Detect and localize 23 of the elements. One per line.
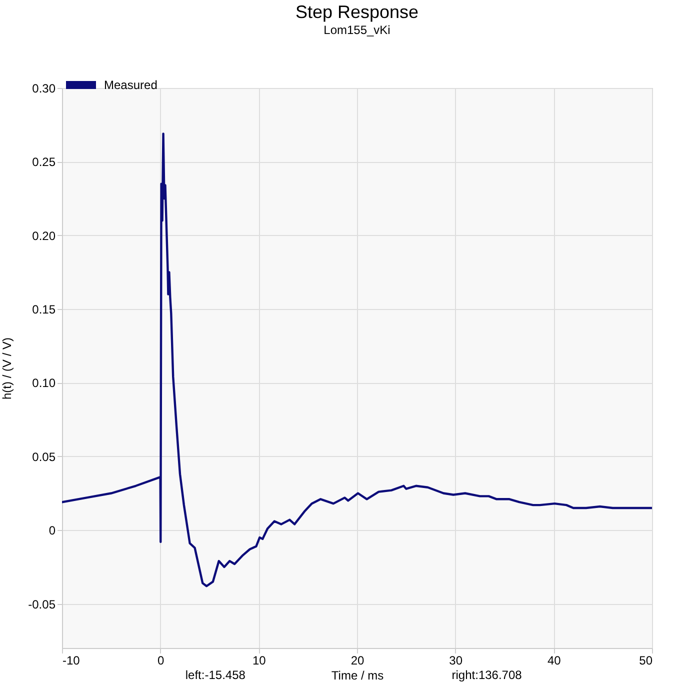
line-series bbox=[62, 132, 652, 588]
y-tick-label: 0.10 bbox=[32, 376, 56, 390]
y-tick-label: 0.15 bbox=[32, 302, 56, 317]
x-tick-label: 30 bbox=[449, 654, 463, 668]
text: right:136.708 bbox=[452, 668, 522, 682]
y-axis-title: h(t) / (V / V) bbox=[0, 337, 14, 400]
x-tick-label: 20 bbox=[350, 654, 364, 668]
y-tick-label: 0.20 bbox=[32, 228, 56, 243]
x-tick-label: 40 bbox=[547, 654, 562, 668]
x-tick-label: 10 bbox=[252, 654, 266, 668]
x-axis-title: Time / ms bbox=[331, 668, 384, 682]
y-tick-label: 0.05 bbox=[32, 450, 56, 464]
x-tick-label: 0 bbox=[157, 654, 164, 668]
y-tick-label: 0.30 bbox=[32, 82, 56, 96]
y-tick-label: -0.05 bbox=[28, 597, 56, 612]
legend-label: Measured bbox=[104, 78, 158, 92]
y-tick-label: 0.25 bbox=[32, 155, 56, 170]
x-tick-label: -10 bbox=[62, 654, 80, 668]
chart-subtitle: Lom155_vKi bbox=[324, 23, 390, 37]
y-tick-label: 0 bbox=[48, 524, 56, 538]
text: left:-15.458 bbox=[185, 668, 246, 682]
chart-title: Step Response bbox=[295, 2, 419, 22]
x-tick-label: 50 bbox=[639, 654, 653, 668]
